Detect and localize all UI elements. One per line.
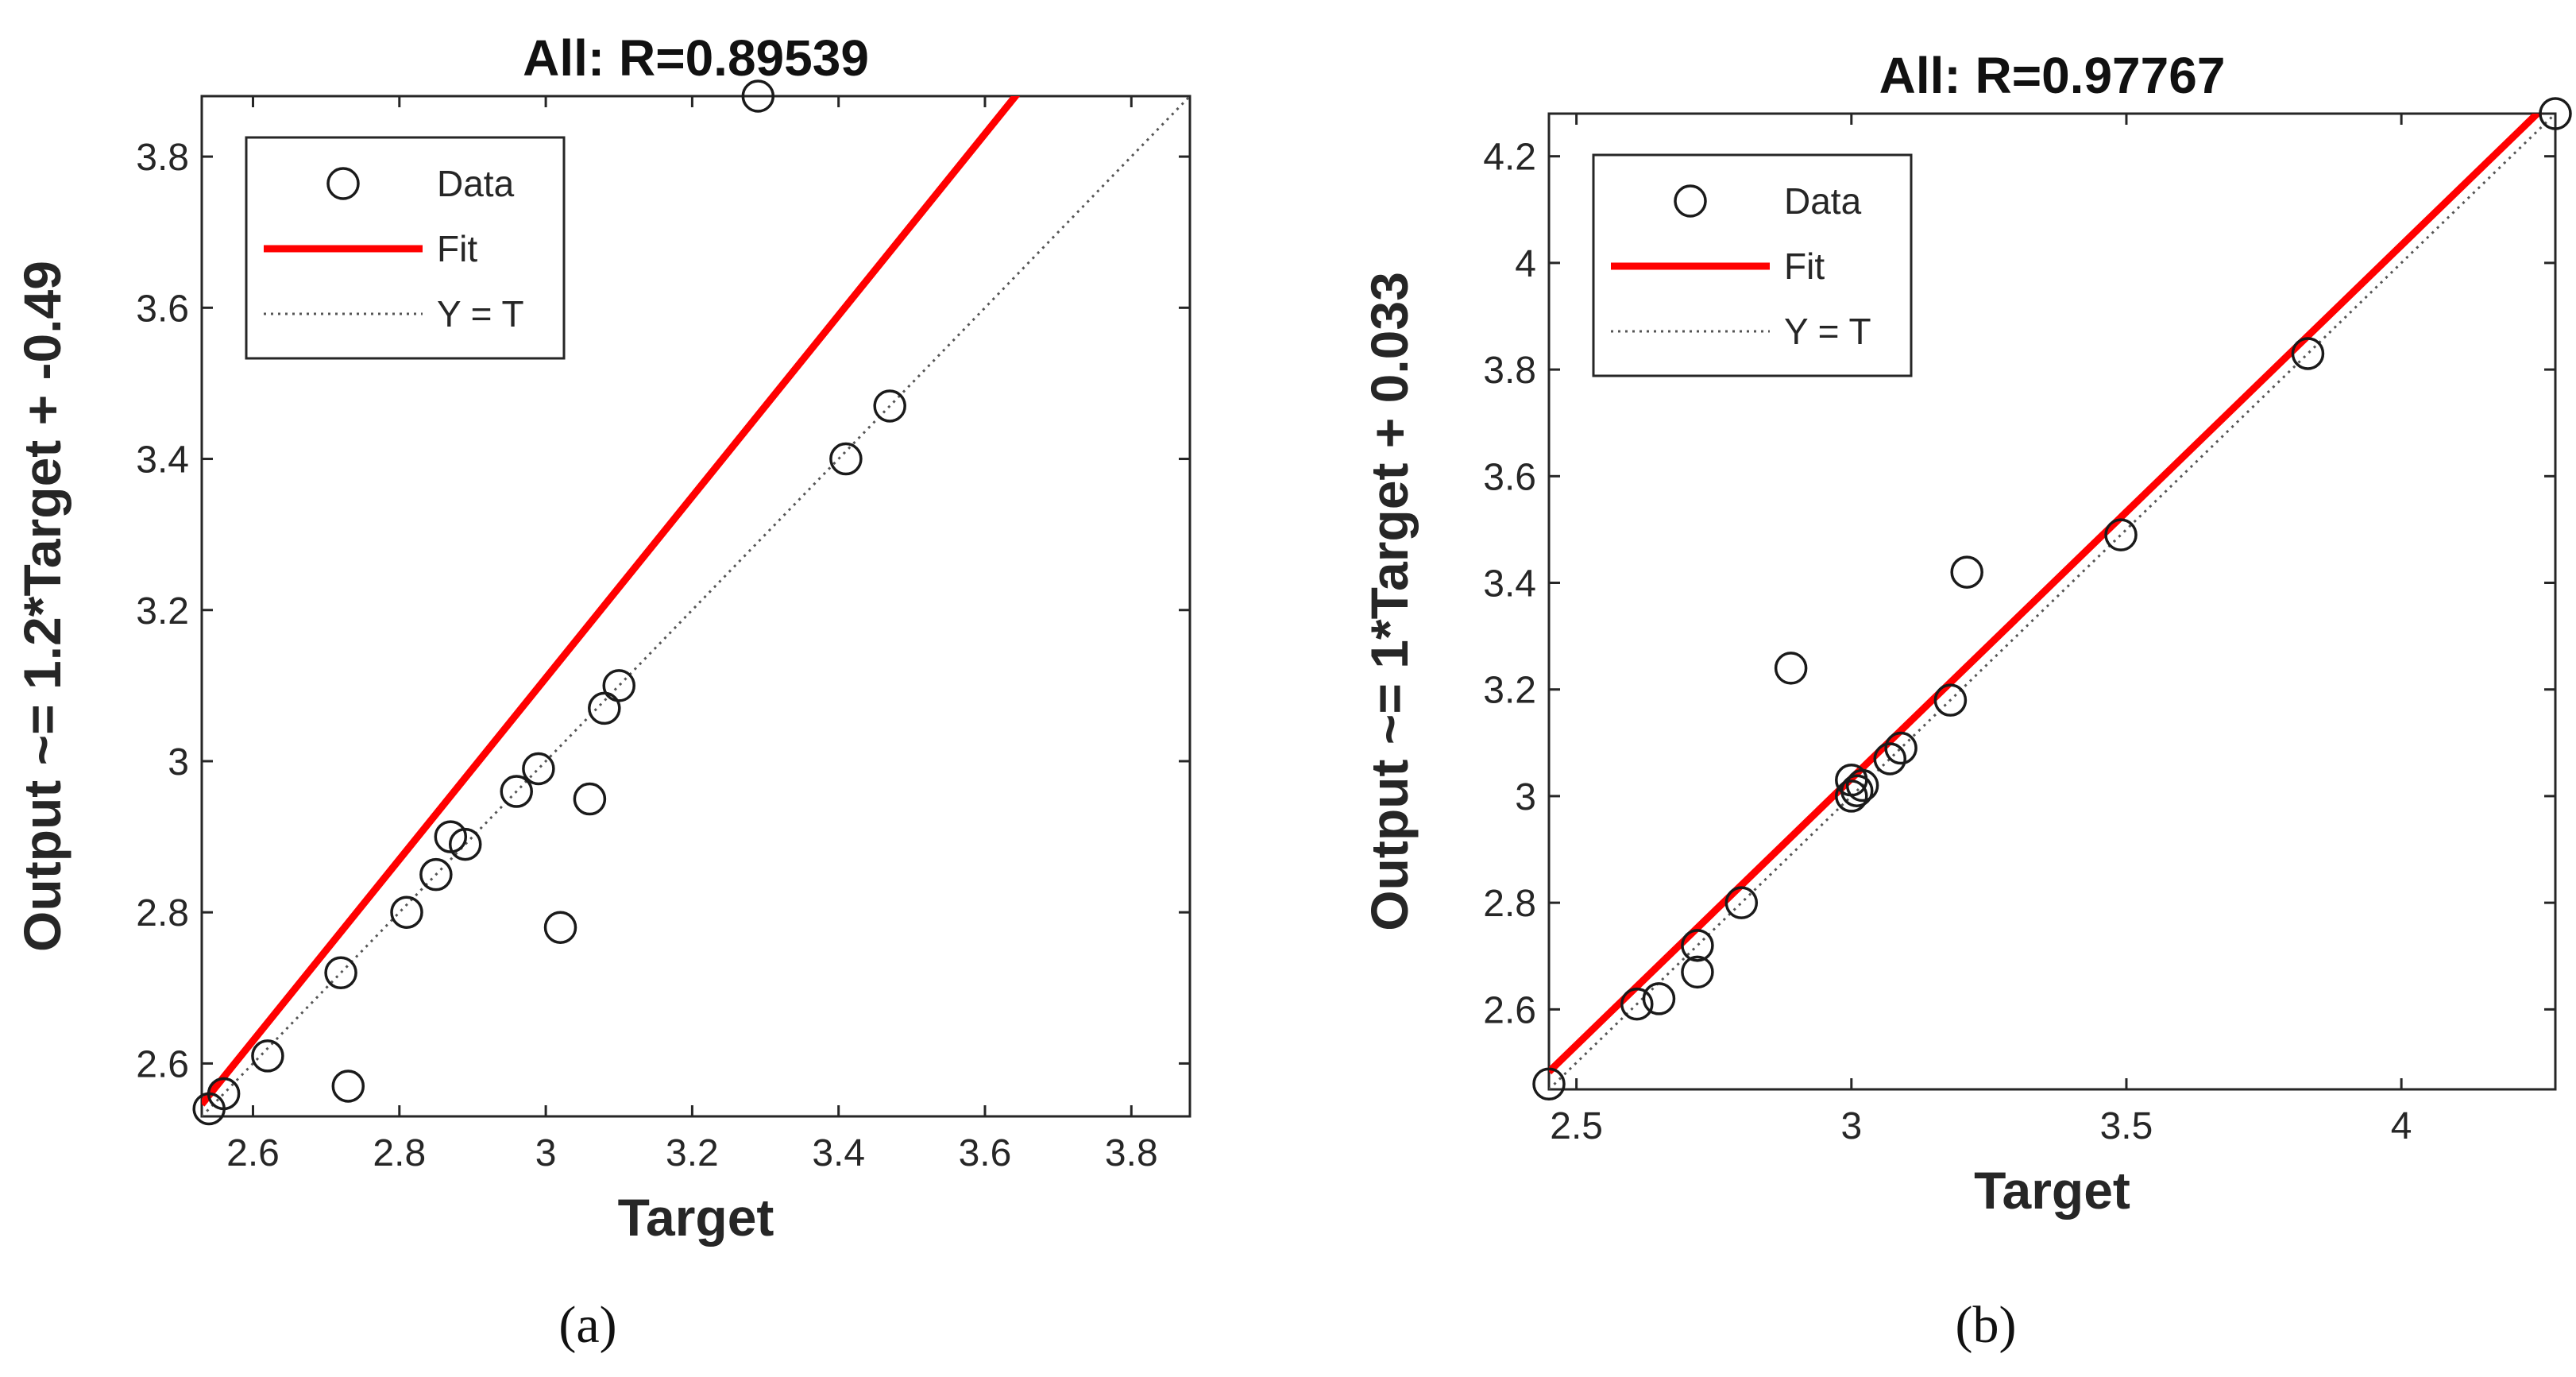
data-point — [331, 1069, 365, 1103]
data-point — [500, 775, 533, 808]
data-point — [543, 911, 577, 944]
caption-a: (a) — [558, 1296, 617, 1354]
data-point — [1532, 1067, 1566, 1101]
legend-label: Y = T — [1784, 311, 1871, 352]
y-tick-label: 3.4 — [136, 439, 189, 482]
data-point — [1681, 955, 1714, 989]
data-point — [1840, 774, 1874, 807]
y-tick-label: 4 — [1515, 243, 1536, 285]
data-point — [1774, 652, 1808, 685]
plot-lines — [1549, 114, 2555, 1089]
y-tick-label: 3.2 — [1483, 670, 1536, 712]
y-tick-label: 3.4 — [1483, 563, 1536, 605]
data-point — [1681, 929, 1714, 962]
y-tick-label: 3.2 — [136, 590, 189, 632]
legend-label: Fit — [437, 228, 477, 269]
legend-label: Fit — [1784, 246, 1825, 287]
x-tick-label: 4 — [2391, 1105, 2412, 1147]
data-point — [1884, 731, 1918, 765]
x-tick-label: 2.6 — [226, 1132, 280, 1174]
data-point — [829, 442, 863, 476]
y-axis-label: Output ~= 1.2*Target + -0.49 — [13, 261, 71, 952]
caption-b: (b) — [1955, 1296, 2017, 1354]
data-point — [419, 857, 453, 892]
y-axis-label: Output ~= 1*Target + 0.033 — [1360, 272, 1419, 931]
y-tick-label: 4.2 — [1483, 137, 1536, 179]
x-tick-label: 3 — [535, 1132, 557, 1174]
y-tick-label: 3 — [168, 741, 189, 783]
data-point — [1873, 742, 1907, 776]
regression-plot-a-svg: 2.6 2.8 3 3.2 3.4 3.6 3.8 2.6 2.8 3 3.2 3.4 3.6 3.8 Al… — [13, 29, 1191, 1247]
x-tick-label: 3 — [1840, 1105, 1862, 1147]
data-point — [1724, 886, 1759, 919]
data-point — [390, 895, 423, 929]
legend-marker-data — [326, 167, 360, 200]
data-point — [1950, 555, 1983, 589]
x-tick-label: 3.6 — [959, 1132, 1012, 1174]
data-point — [1845, 768, 1879, 803]
data-point — [2539, 97, 2572, 130]
y-tick-label: 2.8 — [136, 892, 189, 934]
legend-label: Y = T — [437, 293, 524, 335]
y-tick-label: 2.6 — [1483, 989, 1536, 1031]
x-tick-label: 3.5 — [2100, 1105, 2153, 1147]
x-tick-label: 3.2 — [666, 1132, 719, 1174]
x-axis-label: Target — [1974, 1161, 2130, 1220]
data-point — [2104, 518, 2138, 551]
regression-plot-b: 2.5 3 3.5 4 2.6 2.8 3 3.2 3.4 3.6 3.8 4 4.2 All: R=0.… — [1288, 0, 2576, 1373]
legend-marker-data — [1674, 184, 1707, 218]
data-point — [573, 782, 607, 816]
x-axis-label: Target — [618, 1188, 774, 1247]
data-point — [1933, 683, 1968, 717]
data-point — [448, 827, 482, 861]
y-tick-label: 2.6 — [136, 1043, 189, 1085]
data-point — [873, 389, 906, 423]
y-tick-label: 3.8 — [136, 137, 189, 179]
x-tick-label: 3.8 — [1105, 1132, 1158, 1174]
x-tick-label: 2.8 — [373, 1132, 426, 1174]
data-point — [1642, 982, 1676, 1015]
data-point — [1620, 987, 1654, 1021]
identity-line — [1549, 114, 2555, 1089]
chart-title: All: R=0.97767 — [1879, 47, 2226, 104]
x-tick-label: 2.5 — [1550, 1105, 1603, 1147]
plot-lines — [202, 96, 1190, 1116]
legend-label: Data — [1784, 180, 1862, 222]
data-point — [2291, 337, 2325, 370]
y-tick-label: 2.8 — [1483, 883, 1536, 925]
y-tick-label: 3.8 — [1483, 350, 1536, 392]
regression-plot-b-svg: 2.5 3 3.5 4 2.6 2.8 3 3.2 3.4 3.6 3.8 4 4.2 All: R=0.… — [1360, 47, 2572, 1220]
data-point — [1835, 779, 1868, 813]
data-point — [522, 752, 555, 786]
fit-line — [202, 96, 1021, 1107]
data-point — [207, 1077, 241, 1111]
data-point — [741, 79, 775, 113]
identity-line — [202, 96, 1190, 1116]
data-point — [602, 669, 635, 702]
legend-label: Data — [437, 163, 515, 204]
data-point — [324, 956, 357, 990]
fit-line — [1549, 114, 2543, 1075]
chart-title: All: R=0.89539 — [523, 29, 869, 87]
data-point — [251, 1039, 284, 1073]
y-tick-label: 3.6 — [136, 288, 189, 330]
y-tick-label: 3 — [1515, 776, 1536, 818]
x-tick-label: 3.4 — [812, 1132, 865, 1174]
y-tick-label: 3.6 — [1483, 456, 1536, 498]
regression-plot-a: 2.6 2.8 3 3.2 3.4 3.6 3.8 2.6 2.8 3 3.2 3.4 3.6 3.8 Al… — [0, 0, 1288, 1373]
